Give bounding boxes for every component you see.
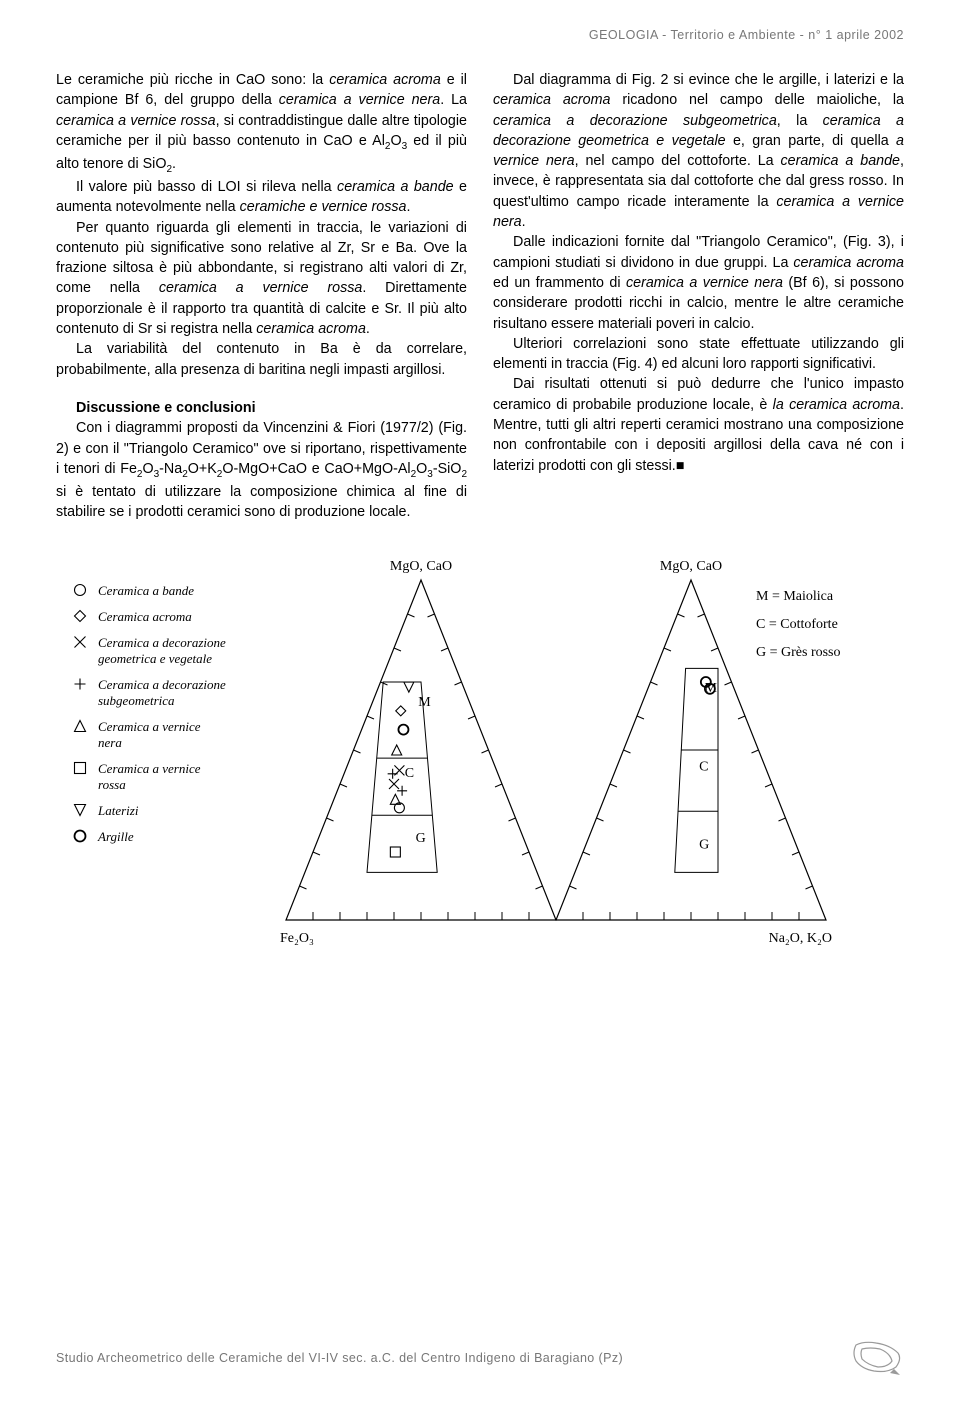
- para-3: Per quanto riguarda gli elementi in trac…: [56, 218, 467, 340]
- svg-text:C = Cottoforte: C = Cottoforte: [756, 617, 838, 632]
- footer-text: Studio Archeometrico delle Ceramiche del…: [56, 1351, 623, 1365]
- svg-text:MgO, CaO: MgO, CaO: [660, 559, 722, 574]
- svg-text:M = Maiolica: M = Maiolica: [756, 589, 834, 604]
- left-column: Le ceramiche più ricche in CaO sono: la …: [56, 70, 467, 522]
- para-2: Il valore più basso di LOI si rileva nel…: [56, 177, 467, 218]
- svg-text:Ceramica a bande: Ceramica a bande: [98, 583, 194, 598]
- svg-text:G: G: [699, 838, 709, 853]
- right-column: Dal diagramma di Fig. 2 si evince che le…: [493, 70, 904, 522]
- svg-text:Ceramica a vernice: Ceramica a vernice: [98, 761, 201, 776]
- page-footer: Studio Archeometrico delle Ceramiche del…: [56, 1339, 904, 1377]
- svg-text:Na₂O, K₂O: Na₂O, K₂O: [769, 931, 832, 946]
- body-columns: Le ceramiche più ricche in CaO sono: la …: [56, 70, 904, 522]
- svg-text:Laterizi: Laterizi: [97, 803, 139, 818]
- svg-text:C: C: [699, 760, 708, 775]
- svg-text:G: G: [416, 831, 426, 846]
- svg-text:MgO, CaO: MgO, CaO: [390, 559, 452, 574]
- svg-text:G = Grès rosso: G = Grès rosso: [756, 645, 841, 660]
- svg-text:M: M: [418, 695, 431, 710]
- para-5: Con i diagrammi proposti da Vincenzini &…: [56, 418, 467, 522]
- page-header: GEOLOGIA - Territorio e Ambiente - n° 1 …: [56, 28, 904, 42]
- para-1: Le ceramiche più ricche in CaO sono: la …: [56, 70, 467, 177]
- svg-text:rossa: rossa: [98, 777, 126, 792]
- para-4: La variabilità del contenuto in Ba è da …: [56, 339, 467, 380]
- svg-text:Argille: Argille: [97, 829, 134, 844]
- svg-text:Ceramica acroma: Ceramica acroma: [98, 609, 192, 624]
- header-text: GEOLOGIA - Territorio e Ambiente - n° 1 …: [589, 28, 904, 42]
- svg-text:Ceramica a decorazione: Ceramica a decorazione: [98, 677, 226, 692]
- svg-text:geometrica e vegetale: geometrica e vegetale: [98, 651, 212, 666]
- ternary-figure: Ceramica a bande Ceramica acroma Ceramica …: [56, 550, 904, 982]
- section-heading: Discussione e conclusioni: [56, 398, 467, 418]
- svg-text:subgeometrica: subgeometrica: [98, 693, 175, 708]
- svg-text:C: C: [405, 767, 414, 782]
- para-r2: Dalle indicazioni fornite dal "Triangolo…: [493, 232, 904, 333]
- svg-text:Ceramica a vernice: Ceramica a vernice: [98, 719, 201, 734]
- para-r4: Dai risultati ottenuti si può dedurre ch…: [493, 374, 904, 475]
- svg-text:Ceramica a decorazione: Ceramica a decorazione: [98, 635, 226, 650]
- para-r1: Dal diagramma di Fig. 2 si evince che le…: [493, 70, 904, 232]
- footer-logo-icon: [850, 1339, 904, 1377]
- para-r3: Ulteriori correlazioni sono state effett…: [493, 334, 904, 375]
- figure-svg: Ceramica a bande Ceramica acroma Ceramica …: [56, 550, 904, 982]
- svg-text:nera: nera: [98, 735, 122, 750]
- svg-text:Fe₂O₃: Fe₂O₃: [280, 931, 314, 946]
